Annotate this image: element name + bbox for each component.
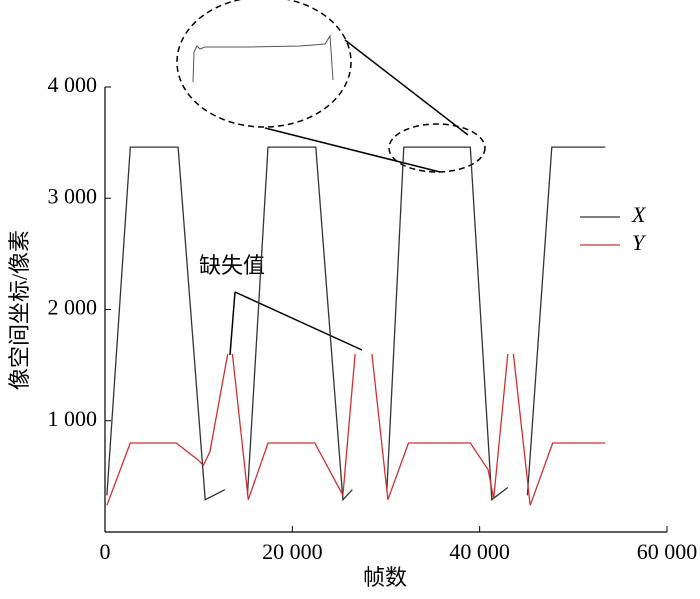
y-tick-label: 3 000 bbox=[48, 183, 98, 208]
x-tick-label: 0 bbox=[100, 539, 111, 564]
x-tick-label: 40 000 bbox=[449, 539, 510, 564]
annotation-line bbox=[234, 291, 363, 351]
inset-ellipse bbox=[176, 0, 352, 128]
annotation: 缺失值 bbox=[199, 253, 265, 278]
y-axis-label: 像空间坐标/像素 bbox=[7, 230, 32, 390]
inset-decoration bbox=[176, 0, 486, 356]
series-line bbox=[106, 353, 606, 506]
inset-curve bbox=[192, 34, 334, 83]
legend-label: X bbox=[631, 202, 647, 227]
x-tick-label: 20 000 bbox=[262, 539, 323, 564]
zoom-ellipse bbox=[388, 123, 486, 173]
x-tick-label: 60 000 bbox=[637, 539, 698, 564]
series-line bbox=[106, 146, 606, 502]
zoom-connector bbox=[344, 39, 469, 136]
annotation-line bbox=[229, 291, 236, 356]
y-tick-label: 2 000 bbox=[48, 295, 98, 320]
legend-label: Y bbox=[632, 230, 647, 255]
x-axis-label: 帧数 bbox=[363, 565, 407, 590]
y-tick-label: 4 000 bbox=[48, 72, 98, 97]
zoom-connector bbox=[264, 127, 441, 173]
y-tick-label: 1 000 bbox=[48, 406, 98, 431]
